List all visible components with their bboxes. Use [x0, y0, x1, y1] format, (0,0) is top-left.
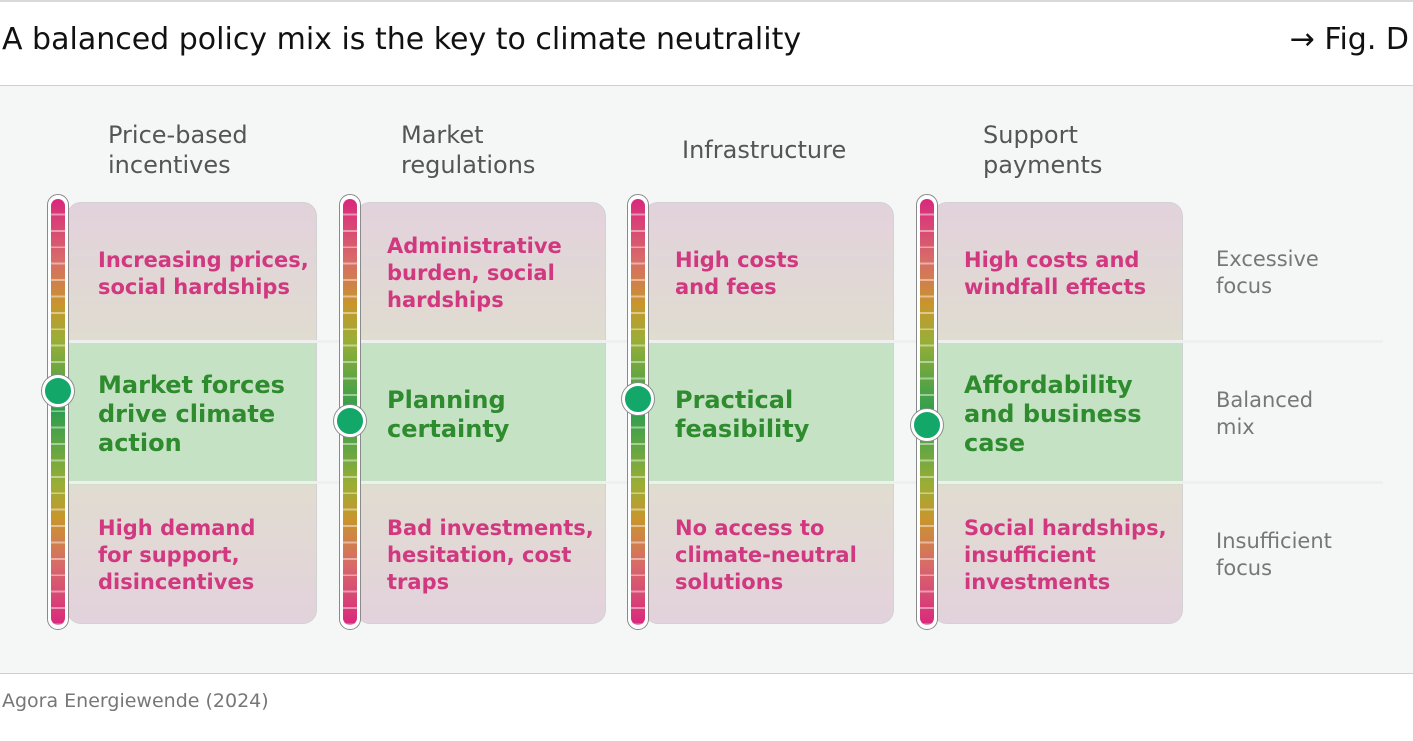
- row-label-balanced: Balanced mix: [1216, 387, 1313, 441]
- text-line: High costs: [675, 248, 799, 272]
- column-header-price-based: Price-based incentives: [108, 120, 248, 180]
- top-rule: [0, 0, 1413, 2]
- insufficient-text: No access to climate-neutral solutions: [675, 515, 857, 596]
- insufficient-text: Social hardships, insufficient investmen…: [964, 515, 1167, 596]
- text-line: High costs and: [964, 248, 1140, 272]
- text-line: focus: [1216, 556, 1273, 580]
- excessive-text: Increasing prices, social hardships: [98, 247, 309, 301]
- text-line: High demand: [98, 516, 256, 540]
- figure-title: A balanced policy mix is the key to clim…: [2, 22, 802, 57]
- text-line: feasibility: [675, 415, 810, 443]
- text-line: climate-neutral: [675, 543, 857, 567]
- text-line: Practical: [675, 386, 794, 414]
- card-market-regulations: Administrative burden, social hardships …: [356, 202, 606, 624]
- text-line: Excessive: [1216, 247, 1319, 271]
- card-price-based: Increasing prices, social hardships Mark…: [67, 202, 317, 624]
- text-line: drive climate: [98, 400, 276, 428]
- text-line: windfall effects: [964, 275, 1147, 299]
- text-line: burden, social: [387, 261, 555, 285]
- balanced-text: Market forces drive climate action: [98, 371, 285, 458]
- card-support-payments: High costs and windfall effects Affordab…: [933, 202, 1183, 624]
- gradient-bar: [51, 199, 65, 625]
- column-header-infrastructure: Infrastructure: [682, 135, 846, 165]
- row-label-insufficient: Insufficient focus: [1216, 528, 1332, 582]
- text-line: and business: [964, 400, 1142, 428]
- column-header-market-regulations: Market regulations: [401, 120, 535, 180]
- column-header-line: incentives: [108, 151, 231, 179]
- text-line: certainty: [387, 415, 510, 443]
- column-header-support-payments: Support payments: [983, 120, 1102, 180]
- text-line: traps: [387, 570, 450, 594]
- column-header-line: Market: [401, 121, 484, 149]
- text-line: case: [964, 429, 1025, 457]
- text-line: for support,: [98, 543, 240, 567]
- text-line: No access to: [675, 516, 825, 540]
- excessive-text: High costs and windfall effects: [964, 247, 1146, 301]
- text-line: Planning: [387, 386, 506, 414]
- row-divider: [60, 340, 1383, 343]
- level-marker: [42, 374, 74, 407]
- balanced-text: Affordability and business case: [964, 371, 1142, 458]
- text-line: hardships: [387, 288, 504, 312]
- text-line: solutions: [675, 570, 784, 594]
- text-line: Administrative: [387, 234, 562, 258]
- text-line: Affordability: [964, 371, 1133, 399]
- text-line: mix: [1216, 415, 1255, 439]
- text-line: hesitation, cost: [387, 543, 572, 567]
- figure-reference: → Fig. D: [1289, 22, 1409, 57]
- level-marker: [622, 383, 654, 416]
- column-header-line: regulations: [401, 151, 536, 179]
- text-line: Market forces: [98, 371, 285, 399]
- column-header-line: Price-based: [108, 121, 248, 149]
- row-divider: [60, 481, 1383, 484]
- insufficient-text: High demand for support, disincentives: [98, 515, 255, 596]
- column-header-line: payments: [983, 151, 1103, 179]
- scale-price-based: [47, 194, 69, 630]
- excessive-text: Administrative burden, social hardships: [387, 233, 562, 314]
- column-header-line: Support: [983, 121, 1078, 149]
- text-line: Social hardships,: [964, 516, 1167, 540]
- column-header-line: Infrastructure: [682, 136, 847, 164]
- text-line: focus: [1216, 274, 1273, 298]
- text-line: Balanced: [1216, 388, 1314, 412]
- text-line: Increasing prices,: [98, 248, 309, 272]
- level-marker: [911, 408, 943, 441]
- text-line: disincentives: [98, 570, 255, 594]
- source-note: Agora Energiewende (2024): [2, 690, 269, 712]
- text-line: action: [98, 429, 182, 457]
- level-marker: [334, 404, 366, 437]
- text-line: Insufficient: [1216, 529, 1332, 553]
- insufficient-text: Bad investments, hesitation, cost traps: [387, 515, 594, 596]
- text-line: Bad investments,: [387, 516, 594, 540]
- text-line: insufficient: [964, 543, 1096, 567]
- card-infrastructure: High costs and fees Practical feasibilit…: [644, 202, 894, 624]
- text-line: investments: [964, 570, 1111, 594]
- balanced-text: Practical feasibility: [675, 386, 809, 444]
- row-label-excessive: Excessive focus: [1216, 246, 1319, 300]
- text-line: social hardships: [98, 275, 290, 299]
- excessive-text: High costs and fees: [675, 247, 799, 301]
- text-line: and fees: [675, 275, 777, 299]
- balanced-text: Planning certainty: [387, 386, 509, 444]
